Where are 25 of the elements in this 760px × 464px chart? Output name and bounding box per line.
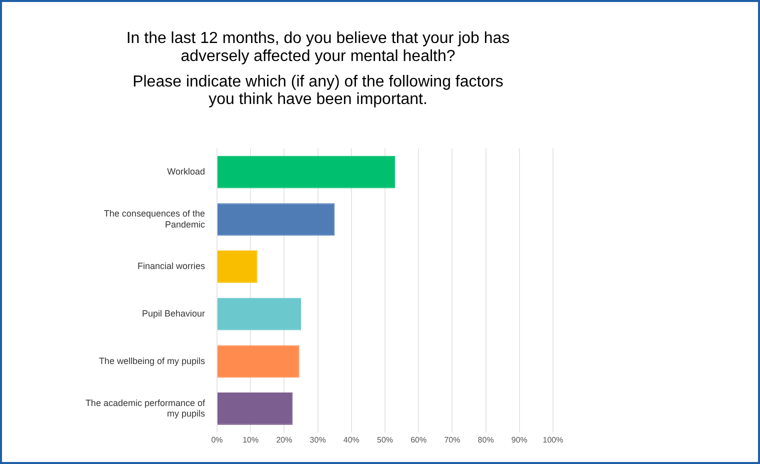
y-tick-label: The consequences of the Pandemic [104,208,206,230]
x-tick-label: 100% [542,435,564,444]
x-tick-label: 80% [478,435,494,444]
bar [218,250,258,283]
x-tick-label: 50% [376,435,394,444]
bar [218,392,293,425]
x-tick-label: 0% [211,435,223,444]
x-tick-label: 70% [444,435,460,444]
x-tick-label: 10% [242,435,259,444]
bar [218,298,301,330]
x-tick-label: 40% [343,435,360,444]
chart-subtitle: Please indicate which (if any) of the following factors you think have been important. [132,73,504,108]
bar [218,345,300,378]
y-tick-label: The wellbeing of my pupils [98,356,206,366]
bar [218,203,335,236]
x-tick-label: 20% [276,435,292,444]
x-tick-label: 30% [310,435,326,444]
y-tick-label: Workload [167,166,205,177]
x-tick-label: 60% [410,435,427,444]
y-tick-label: Pupil Behaviour [142,308,205,319]
y-tick-label: The academic performance of my pupils [85,398,206,419]
x-tick-label: 90% [511,435,528,444]
bar [218,156,396,188]
y-tick-label: Financial worries [137,261,206,272]
chart-title: In the last 12 months, do you believe that your job has adversely affected your mental health? [126,30,510,65]
